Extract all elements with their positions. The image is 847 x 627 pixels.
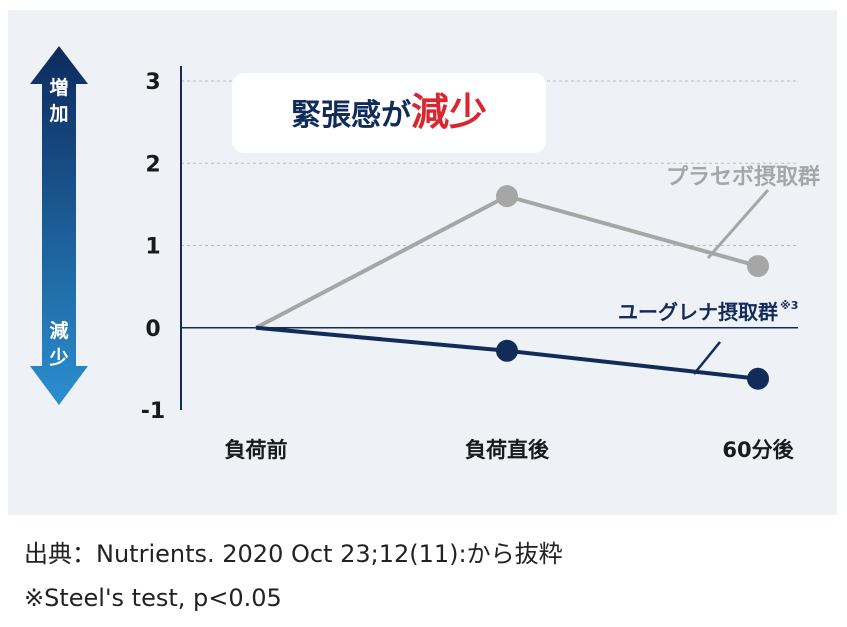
data-point-0-2 — [747, 255, 769, 278]
euglena-leader-line — [693, 341, 721, 375]
x-category-label: 負荷直後 — [465, 438, 550, 462]
headline-text: 緊張感が減少 — [291, 90, 487, 134]
x-category-label: 負荷前 — [225, 438, 288, 462]
increase-decrease-arrow — [30, 46, 88, 405]
arrow-label-down-1: 減 — [49, 319, 68, 342]
placebo-leader-line — [706, 189, 770, 259]
arrow-label-up-2: 加 — [48, 103, 68, 125]
y-tick-label: 3 — [145, 70, 160, 95]
y-tick-label: 0 — [145, 317, 160, 342]
arrow-label-down-2: 少 — [48, 347, 68, 369]
headline-emphasis: 減少 — [411, 90, 487, 134]
source-caption: 出典：Nutrients. 2020 Oct 23;12(11):から抜粋 — [24, 540, 563, 568]
series-label-euglena-note: ※3 — [780, 299, 798, 312]
data-point-1-1 — [496, 339, 518, 362]
line-chart: 増 加 減 少 3 2 1 0 -1 負荷前 負荷直後 60分後 緊張感が減少 プラセボ摂取群… — [30, 46, 820, 462]
x-category-label: 60分後 — [722, 438, 794, 462]
arrow-label-up-1: 増 — [49, 76, 68, 99]
headline-box — [232, 73, 546, 153]
y-tick-label: -1 — [141, 399, 165, 424]
test-caption: ※Steel's test, p<0.05 — [24, 584, 282, 612]
chart-panel: 増 加 減 少 3 2 1 0 -1 負荷前 負荷直後 60分後 緊張感が減少 プラセボ摂取群… — [8, 10, 837, 515]
data-point-1-2 — [747, 367, 769, 390]
y-tick-label: 1 — [145, 235, 160, 260]
headline-prefix: 緊張感が — [291, 98, 411, 133]
y-tick-label: 2 — [145, 152, 160, 177]
series-label-euglena: ユーグレナ摂取群 — [618, 300, 778, 324]
data-point-0-1 — [496, 185, 518, 208]
series-label-placebo: プラセボ摂取群 — [666, 164, 820, 190]
